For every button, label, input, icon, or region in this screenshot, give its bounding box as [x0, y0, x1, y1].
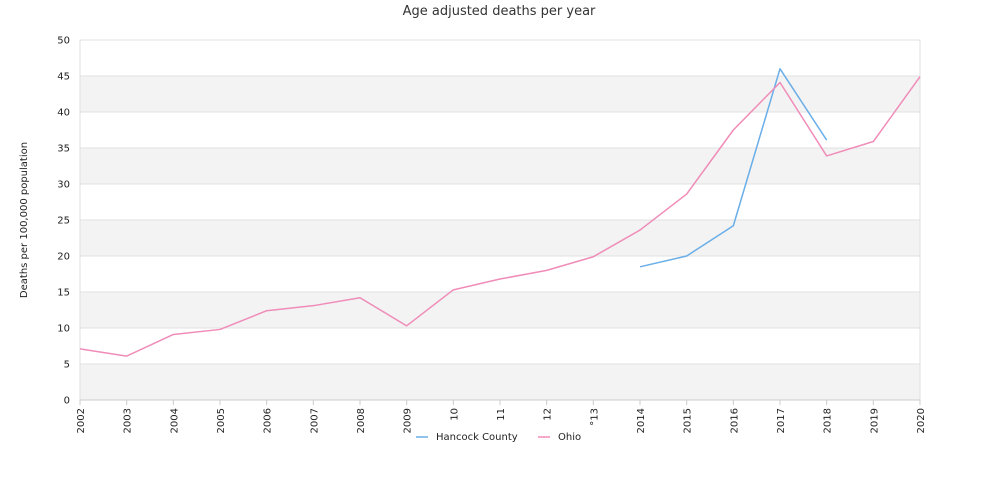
x-axis-ticks: 2002 2003 2004 2005 2006 2007 2008 2009 10 11 12 °1… — [76, 400, 927, 433]
series-lines — [79, 68, 921, 357]
y-tick-label: 30 — [57, 180, 70, 191]
x-tick-label: 2006 — [263, 408, 274, 433]
legend: Hancock County Ohio — [416, 432, 581, 443]
grid-band — [80, 328, 920, 364]
grid-band — [80, 292, 920, 328]
series-line-hancock-county — [639, 68, 828, 268]
x-tick-label: °13 — [589, 408, 600, 426]
x-tick-label: 2002 — [76, 408, 87, 433]
x-tick-label: 2004 — [169, 408, 180, 433]
grid-band — [80, 40, 920, 76]
x-tick-label: 2007 — [309, 408, 320, 433]
legend-label-ohio: Ohio — [558, 432, 581, 443]
x-tick-label: 2008 — [356, 408, 367, 433]
grid-band — [80, 76, 920, 112]
y-tick-label: 40 — [57, 108, 70, 119]
grid-bands — [79, 39, 921, 401]
x-tick-label: 11 — [496, 408, 507, 421]
x-tick-label: 12 — [543, 408, 554, 421]
legend-label-hancock-county: Hancock County — [436, 432, 518, 443]
grid-band — [80, 256, 920, 292]
grid-band — [80, 184, 920, 220]
chart-title: Age adjusted deaths per year — [403, 4, 596, 19]
x-tick-label: 2016 — [729, 408, 740, 433]
y-tick-label: 10 — [57, 324, 70, 335]
grid-band — [80, 112, 920, 148]
grid-band — [80, 148, 920, 184]
y-tick-label: 20 — [57, 252, 70, 263]
x-tick-label: 2019 — [869, 408, 880, 433]
x-tick-label: 2009 — [403, 408, 414, 433]
y-axis-ticks: 0 5 10 15 20 25 30 35 40 45 50 — [57, 36, 70, 407]
x-tick-label: 2015 — [683, 408, 694, 433]
x-tick-label: 2018 — [823, 408, 834, 433]
x-tick-label: 2017 — [776, 408, 787, 433]
x-tick-label: 10 — [449, 408, 460, 421]
y-axis-label: Deaths per 100,000 population — [19, 142, 30, 298]
y-tick-label: 15 — [57, 288, 70, 299]
x-tick-label: 2005 — [216, 408, 227, 433]
y-tick-label: 50 — [57, 36, 70, 47]
y-tick-label: 45 — [57, 72, 70, 83]
y-tick-label: 25 — [57, 216, 70, 227]
x-tick-label: 2014 — [636, 408, 647, 433]
grid-band — [80, 220, 920, 256]
series-line-ohio — [79, 76, 921, 357]
y-tick-label: 0 — [64, 396, 70, 407]
x-tick-label: 2003 — [123, 408, 134, 433]
y-tick-label: 5 — [64, 360, 70, 371]
grid-band — [80, 364, 920, 400]
y-tick-label: 35 — [57, 144, 70, 155]
x-tick-label: 2020 — [916, 408, 927, 433]
